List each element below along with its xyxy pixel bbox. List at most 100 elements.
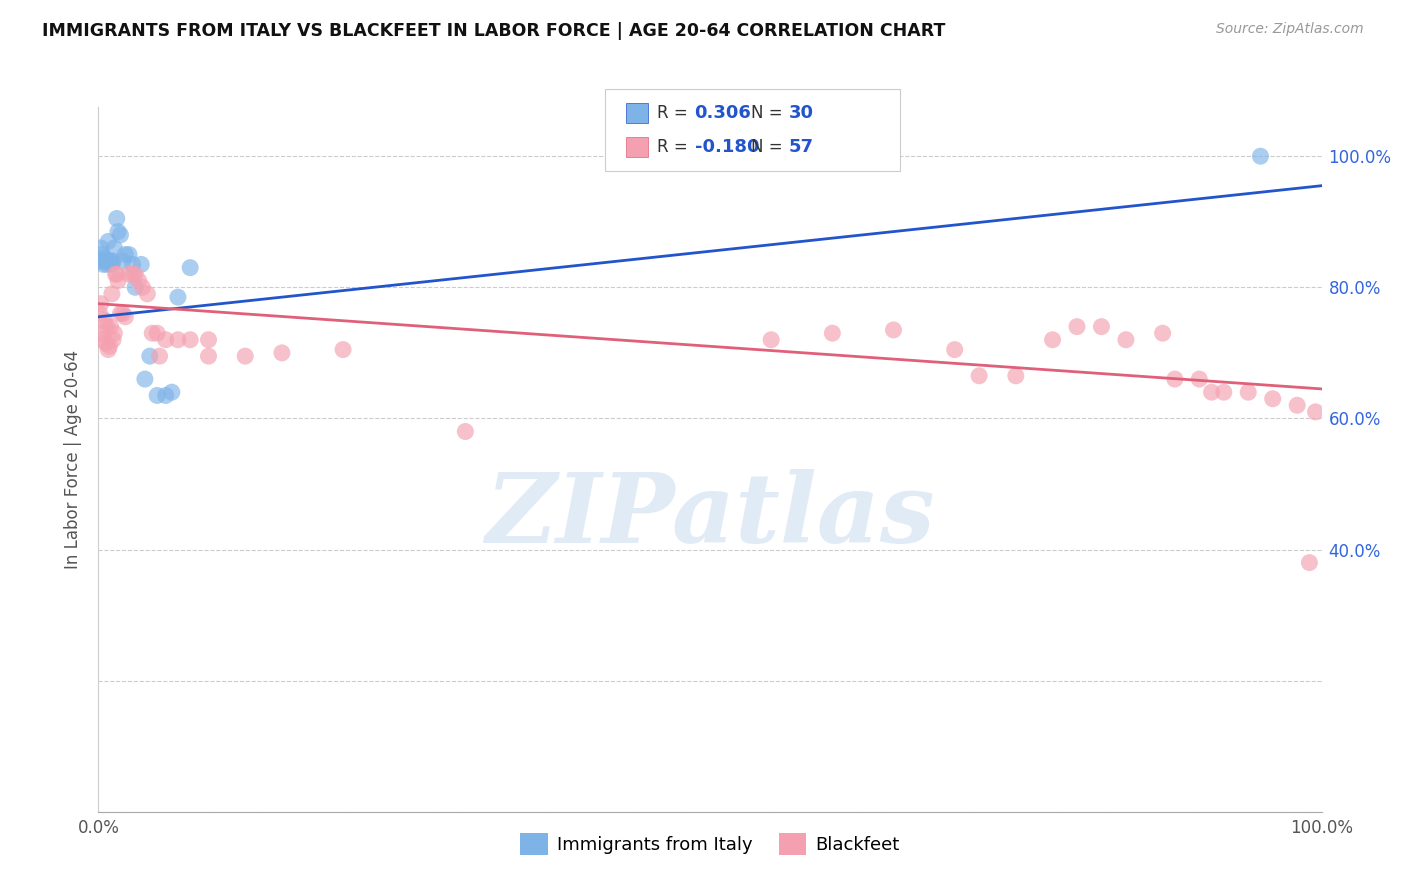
Point (91, 333, 114, 347)
Point (103, 326, 125, 341)
Point (1305, 405, 1327, 419)
Text: N =: N = (751, 104, 787, 122)
Point (141, 326, 163, 341)
Point (110, 306, 132, 320)
Point (454, 425, 477, 439)
Point (114, 247, 136, 261)
Y-axis label: In Labor Force | Age 20-64: In Labor Force | Age 20-64 (65, 350, 83, 569)
Point (134, 372, 156, 386)
Point (179, 260, 201, 275)
Text: R =: R = (657, 138, 693, 156)
Point (233, 349, 256, 363)
Point (105, 211, 128, 226)
Point (121, 257, 143, 271)
Point (101, 254, 124, 268)
Point (118, 247, 141, 261)
Point (90, 241, 112, 255)
Point (146, 388, 169, 402)
Point (97, 235, 120, 249)
Point (97, 343, 120, 357)
Point (1249, 149, 1271, 163)
Point (91, 326, 114, 341)
Point (1188, 372, 1211, 386)
Text: ZIPatlas: ZIPatlas (485, 469, 935, 563)
Point (179, 333, 201, 347)
Point (101, 333, 124, 347)
Point (96, 257, 118, 271)
Point (1042, 333, 1064, 347)
Point (89, 306, 111, 320)
Point (104, 267, 127, 281)
Point (93, 251, 115, 265)
Point (90, 296, 112, 310)
Point (155, 388, 177, 402)
Point (1115, 333, 1137, 347)
Point (89, 254, 111, 268)
Point (124, 280, 146, 294)
Point (146, 326, 169, 341)
Point (1286, 398, 1309, 412)
Point (155, 333, 177, 347)
Text: IMMIGRANTS FROM ITALY VS BLACKFEET IN LABOR FORCE | AGE 20-64 CORRELATION CHART: IMMIGRANTS FROM ITALY VS BLACKFEET IN LA… (42, 22, 946, 40)
Point (197, 349, 219, 363)
Point (136, 286, 159, 301)
Point (111, 306, 134, 320)
Point (197, 333, 219, 347)
Point (167, 290, 190, 304)
Text: -0.180: -0.180 (695, 138, 759, 156)
Point (821, 326, 844, 341)
Point (101, 257, 124, 271)
Point (943, 343, 966, 357)
Point (100, 254, 122, 268)
Point (332, 343, 354, 357)
Point (118, 267, 141, 281)
Point (101, 286, 124, 301)
Point (167, 333, 190, 347)
Point (98, 254, 121, 268)
Point (270, 346, 294, 360)
Point (1212, 385, 1234, 400)
Point (107, 274, 129, 288)
Point (1237, 385, 1260, 400)
Point (160, 385, 183, 400)
Point (91, 257, 114, 271)
Text: Source: ZipAtlas.com: Source: ZipAtlas.com (1216, 22, 1364, 37)
Point (1298, 556, 1320, 570)
Text: 57: 57 (789, 138, 814, 156)
Text: 0.306: 0.306 (695, 104, 751, 122)
Point (96, 319, 118, 334)
Point (94, 336, 117, 351)
Point (91, 247, 114, 261)
Point (98, 339, 121, 353)
Point (761, 333, 783, 347)
Point (124, 267, 146, 281)
Point (114, 310, 136, 324)
Point (129, 257, 152, 271)
Point (93, 313, 115, 327)
Text: 30: 30 (789, 104, 814, 122)
Text: N =: N = (751, 138, 787, 156)
Point (1164, 372, 1187, 386)
Point (111, 254, 134, 268)
Point (1090, 319, 1112, 334)
Point (139, 349, 162, 363)
Legend: Immigrants from Italy, Blackfeet: Immigrants from Italy, Blackfeet (513, 826, 907, 863)
Point (105, 267, 128, 281)
Point (149, 349, 172, 363)
Point (1004, 368, 1026, 383)
Text: R =: R = (657, 104, 693, 122)
Point (107, 225, 129, 239)
Point (883, 323, 905, 337)
Point (100, 319, 122, 334)
Point (121, 267, 143, 281)
Point (1066, 319, 1088, 334)
Point (1261, 392, 1284, 406)
Point (131, 280, 153, 294)
Point (1201, 385, 1223, 400)
Point (94, 254, 117, 268)
Point (967, 368, 990, 383)
Point (110, 227, 132, 242)
Point (128, 274, 150, 288)
Point (103, 241, 125, 255)
Point (1152, 326, 1174, 341)
